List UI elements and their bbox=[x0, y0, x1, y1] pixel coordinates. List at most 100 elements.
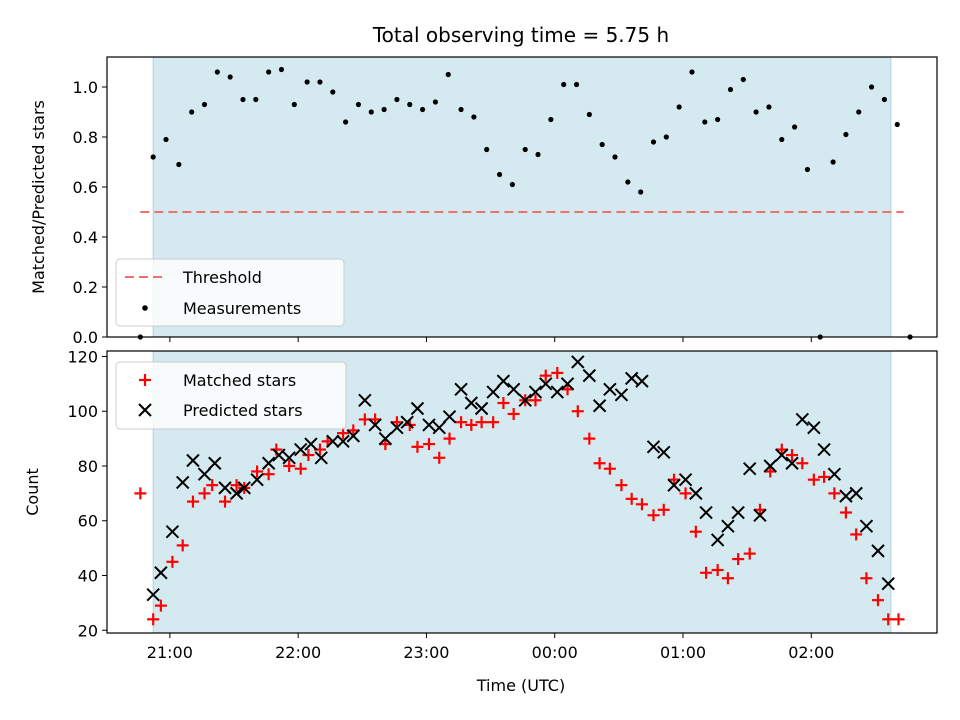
bottom-x-tick-label: 02:00 bbox=[788, 643, 834, 662]
predicted-star-point bbox=[454, 382, 468, 397]
matched-star-point bbox=[796, 457, 809, 470]
matched-star-point bbox=[882, 613, 895, 626]
predicted-star-point bbox=[390, 420, 404, 435]
bottom-x-tick-label: 22:00 bbox=[275, 643, 321, 662]
predicted-star-point bbox=[785, 456, 799, 470]
measurement-point bbox=[304, 79, 310, 85]
predicted-star-point bbox=[721, 519, 735, 533]
measurement-point bbox=[381, 106, 387, 113]
measurement-point bbox=[291, 101, 297, 108]
predicted-star-point bbox=[486, 385, 500, 399]
predicted-star-point bbox=[859, 519, 874, 533]
measurement-point bbox=[330, 89, 336, 95]
measurement-point bbox=[779, 136, 785, 143]
predicted-star-point bbox=[346, 429, 361, 443]
measurement-point bbox=[573, 81, 580, 88]
predicted-star-point bbox=[314, 451, 328, 465]
top-panel: 0.0 0.2 0.4 0.6 0.8 1.0 Matched/Predicted sta… bbox=[29, 56, 938, 347]
predicted-star-point bbox=[827, 467, 842, 481]
measurement-point bbox=[163, 136, 169, 143]
legend-measurements-swatch bbox=[142, 305, 148, 311]
matched-star-point bbox=[294, 462, 307, 475]
matched-star-point bbox=[571, 405, 584, 418]
matched-star-point bbox=[251, 465, 264, 478]
predicted-star-point bbox=[763, 459, 777, 473]
bottom-y-tick-label: 20 bbox=[78, 621, 98, 640]
bottom-y-tick-label: 120 bbox=[67, 347, 98, 366]
matched-star-point bbox=[700, 566, 713, 579]
x-axis-label: Time (UTC) bbox=[476, 676, 565, 695]
measurement-point bbox=[856, 109, 862, 115]
measurement-point bbox=[496, 171, 503, 178]
legend-matched-label: Matched stars bbox=[183, 371, 296, 390]
predicted-star-point bbox=[871, 544, 885, 558]
matched-star-points bbox=[134, 366, 905, 626]
predicted-star-point bbox=[753, 508, 767, 522]
measurement-point bbox=[432, 99, 439, 105]
predicted-star-point bbox=[624, 371, 639, 386]
matched-star-point bbox=[647, 509, 660, 522]
predicted-star-point bbox=[817, 442, 831, 457]
matched-star-point bbox=[379, 438, 392, 451]
matched-star-point bbox=[689, 525, 702, 538]
predicted-star-point bbox=[146, 587, 160, 602]
matched-star-point bbox=[455, 416, 468, 429]
top-y-ticks: 0.0 0.2 0.4 0.6 0.8 1.0 bbox=[73, 78, 107, 347]
matched-star-point bbox=[176, 539, 189, 552]
measurement-point bbox=[894, 121, 900, 128]
top-y-tick-label: 0.0 bbox=[73, 328, 98, 347]
matched-star-point bbox=[390, 416, 403, 429]
predicted-star-point bbox=[326, 434, 340, 449]
measurement-point bbox=[715, 116, 721, 123]
matched-star-point bbox=[422, 438, 435, 451]
matched-star-point bbox=[443, 432, 456, 445]
matched-star-point bbox=[732, 553, 745, 566]
matched-star-point bbox=[775, 443, 788, 456]
matched-star-point bbox=[411, 440, 424, 453]
measurement-point bbox=[843, 131, 849, 138]
predicted-star-point bbox=[614, 388, 629, 402]
measurement-point bbox=[355, 101, 362, 108]
measurement-point bbox=[458, 106, 464, 113]
predicted-star-point bbox=[592, 399, 607, 413]
predicted-star-point bbox=[646, 440, 661, 454]
top-y-tick-label: 0.8 bbox=[73, 128, 98, 147]
matched-star-point bbox=[711, 564, 724, 577]
measurement-point bbox=[881, 96, 888, 103]
measurement-point bbox=[484, 146, 490, 153]
predicted-star-point bbox=[678, 472, 693, 487]
matched-star-point bbox=[347, 424, 360, 437]
top-y-tick-label: 1.0 bbox=[73, 78, 98, 97]
predicted-star-point bbox=[186, 453, 200, 468]
measurement-point bbox=[278, 66, 285, 73]
measurement-point bbox=[419, 106, 426, 113]
matched-star-point bbox=[186, 495, 199, 508]
matched-star-point bbox=[507, 407, 520, 420]
predicted-star-point bbox=[849, 486, 863, 501]
legend-predicted-label: Predicted stars bbox=[183, 401, 303, 420]
predicted-star-point bbox=[422, 418, 436, 432]
bottom-panel: 20 40 60 80 100 120 21:00 22:00 23:00 00:00 01:00… bbox=[23, 347, 938, 695]
predicted-star-point bbox=[528, 385, 543, 399]
legend-measurements-label: Measurements bbox=[183, 299, 301, 318]
bottom-legend: Matched stars Predicted stars bbox=[115, 361, 347, 430]
predicted-star-point bbox=[400, 415, 414, 429]
matched-star-point bbox=[892, 613, 905, 626]
bottom-y-tick-label: 100 bbox=[67, 402, 98, 421]
measurement-point bbox=[471, 114, 477, 120]
matched-star-point bbox=[539, 369, 552, 382]
matched-star-point bbox=[679, 487, 692, 500]
predicted-star-point bbox=[571, 355, 585, 369]
matched-star-point bbox=[206, 479, 219, 492]
predicted-star-point bbox=[154, 566, 168, 580]
predicted-star-point bbox=[336, 434, 350, 449]
legend-matched-swatch bbox=[139, 374, 151, 386]
bottom-x-tick-label: 23:00 bbox=[403, 643, 449, 662]
measurement-point bbox=[150, 154, 156, 160]
predicted-star-point bbox=[294, 442, 308, 457]
predicted-star-point bbox=[378, 431, 393, 446]
measurement-point bbox=[727, 86, 734, 93]
measurement-point bbox=[868, 84, 875, 90]
measurement-point bbox=[253, 96, 259, 103]
